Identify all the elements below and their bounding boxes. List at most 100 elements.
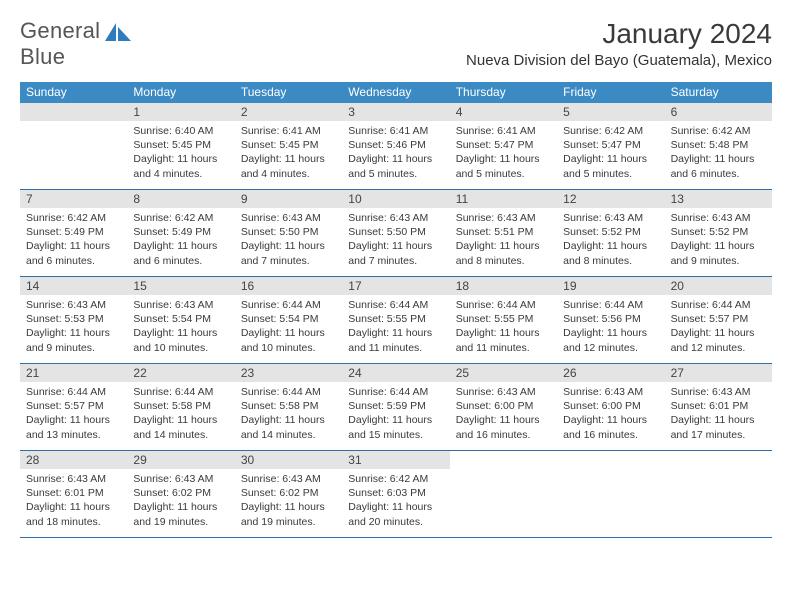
day-number: 3 xyxy=(342,103,449,121)
daylight-text: Daylight: 11 hours and 18 minutes. xyxy=(26,500,121,528)
sunset-text: Sunset: 6:01 PM xyxy=(26,486,121,500)
calendar-cell: 10Sunrise: 6:43 AMSunset: 5:50 PMDayligh… xyxy=(342,190,449,276)
day-number: 8 xyxy=(127,190,234,208)
day-details: Sunrise: 6:40 AMSunset: 5:45 PMDaylight:… xyxy=(127,121,234,185)
sunrise-text: Sunrise: 6:41 AM xyxy=(348,124,443,138)
calendar-cell: 2Sunrise: 6:41 AMSunset: 5:45 PMDaylight… xyxy=(235,103,342,189)
page-header: General Blue January 2024 Nueva Division… xyxy=(20,18,772,70)
daylight-text: Daylight: 11 hours and 10 minutes. xyxy=(241,326,336,354)
day-number: 18 xyxy=(450,277,557,295)
sunrise-text: Sunrise: 6:43 AM xyxy=(456,385,551,399)
sunrise-text: Sunrise: 6:44 AM xyxy=(241,385,336,399)
day-details: Sunrise: 6:44 AMSunset: 5:57 PMDaylight:… xyxy=(665,295,772,359)
brand-word-2: Blue xyxy=(20,44,65,69)
calendar-cell: 24Sunrise: 6:44 AMSunset: 5:59 PMDayligh… xyxy=(342,364,449,450)
calendar-cell: 21 Sunrise: 6:44 AMSunset: 5:57 PMDayligh… xyxy=(20,364,127,450)
calendar-cell: 4Sunrise: 6:41 AMSunset: 5:47 PMDaylight… xyxy=(450,103,557,189)
weekday-header: Tuesday xyxy=(235,82,342,103)
day-details: Sunrise: 6:42 AMSunset: 5:47 PMDaylight:… xyxy=(557,121,664,185)
sunset-text: Sunset: 5:52 PM xyxy=(671,225,766,239)
weekday-header: Friday xyxy=(557,82,664,103)
sunrise-text: Sunrise: 6:44 AM xyxy=(133,385,228,399)
calendar-cell: 31Sunrise: 6:42 AMSunset: 6:03 PMDayligh… xyxy=(342,451,449,537)
calendar-cell xyxy=(450,451,557,537)
calendar-cell: 13Sunrise: 6:43 AMSunset: 5:52 PMDayligh… xyxy=(665,190,772,276)
day-number: 20 xyxy=(665,277,772,295)
calendar-cell: 23Sunrise: 6:44 AMSunset: 5:58 PMDayligh… xyxy=(235,364,342,450)
daylight-text: Daylight: 11 hours and 8 minutes. xyxy=(563,239,658,267)
day-details: Sunrise: 6:43 AMSunset: 5:50 PMDaylight:… xyxy=(235,208,342,272)
day-details: Sunrise: 6:43 AMSunset: 6:02 PMDaylight:… xyxy=(235,469,342,533)
sunrise-text: Sunrise: 6:43 AM xyxy=(26,472,121,486)
day-details: Sunrise: 6:43 AMSunset: 6:02 PMDaylight:… xyxy=(127,469,234,533)
daylight-text: Daylight: 11 hours and 11 minutes. xyxy=(456,326,551,354)
day-number: 16 xyxy=(235,277,342,295)
sunrise-text: Sunrise: 6:43 AM xyxy=(456,211,551,225)
calendar-cell: 1Sunrise: 6:40 AMSunset: 5:45 PMDaylight… xyxy=(127,103,234,189)
day-number: 29 xyxy=(127,451,234,469)
sunset-text: Sunset: 5:58 PM xyxy=(133,399,228,413)
calendar-cell: 11Sunrise: 6:43 AMSunset: 5:51 PMDayligh… xyxy=(450,190,557,276)
day-number: 2 xyxy=(235,103,342,121)
weekday-header-row: SundayMondayTuesdayWednesdayThursdayFrid… xyxy=(20,82,772,103)
day-number: 17 xyxy=(342,277,449,295)
title-block: January 2024 Nueva Division del Bayo (Gu… xyxy=(466,18,772,69)
calendar-week: 7Sunrise: 6:42 AMSunset: 5:49 PMDaylight… xyxy=(20,190,772,277)
sunrise-text: Sunrise: 6:44 AM xyxy=(456,298,551,312)
daylight-text: Daylight: 11 hours and 5 minutes. xyxy=(348,152,443,180)
sunrise-text: Sunrise: 6:42 AM xyxy=(671,124,766,138)
daylight-text: Daylight: 11 hours and 17 minutes. xyxy=(671,413,766,441)
sunrise-text: Sunrise: 6:44 AM xyxy=(563,298,658,312)
calendar-cell: 14Sunrise: 6:43 AMSunset: 5:53 PMDayligh… xyxy=(20,277,127,363)
sunrise-text: Sunrise: 6:44 AM xyxy=(241,298,336,312)
sunset-text: Sunset: 5:53 PM xyxy=(26,312,121,326)
sunset-text: Sunset: 5:49 PM xyxy=(26,225,121,239)
day-number: 31 xyxy=(342,451,449,469)
day-number: 15 xyxy=(127,277,234,295)
calendar-cell: 18Sunrise: 6:44 AMSunset: 5:55 PMDayligh… xyxy=(450,277,557,363)
day-details: Sunrise: 6:41 AMSunset: 5:47 PMDaylight:… xyxy=(450,121,557,185)
brand-logo: General Blue xyxy=(20,18,133,70)
sunset-text: Sunset: 5:49 PM xyxy=(133,225,228,239)
day-details: Sunrise: 6:44 AMSunset: 5:55 PMDaylight:… xyxy=(342,295,449,359)
sunrise-text: Sunrise: 6:44 AM xyxy=(26,385,121,399)
day-details: Sunrise: 6:44 AMSunset: 5:59 PMDaylight:… xyxy=(342,382,449,446)
sunset-text: Sunset: 5:57 PM xyxy=(671,312,766,326)
weekday-header: Wednesday xyxy=(342,82,449,103)
day-details: Sunrise: 6:43 AMSunset: 6:01 PMDaylight:… xyxy=(665,382,772,446)
day-details: Sunrise: 6:44 AMSunset: 5:56 PMDaylight:… xyxy=(557,295,664,359)
sunset-text: Sunset: 5:45 PM xyxy=(241,138,336,152)
calendar-cell: 8Sunrise: 6:42 AMSunset: 5:49 PMDaylight… xyxy=(127,190,234,276)
calendar-cell: 3 Sunrise: 6:41 AMSunset: 5:46 PMDaylight… xyxy=(342,103,449,189)
calendar-cell: 25Sunrise: 6:43 AMSunset: 6:00 PMDayligh… xyxy=(450,364,557,450)
daylight-text: Daylight: 11 hours and 12 minutes. xyxy=(671,326,766,354)
sunset-text: Sunset: 5:57 PM xyxy=(26,399,121,413)
daylight-text: Daylight: 11 hours and 14 minutes. xyxy=(133,413,228,441)
day-number: 19 xyxy=(557,277,664,295)
calendar: SundayMondayTuesdayWednesdayThursdayFrid… xyxy=(20,82,772,538)
daylight-text: Daylight: 11 hours and 13 minutes. xyxy=(26,413,121,441)
sunrise-text: Sunrise: 6:43 AM xyxy=(563,385,658,399)
daylight-text: Daylight: 11 hours and 15 minutes. xyxy=(348,413,443,441)
sunset-text: Sunset: 5:56 PM xyxy=(563,312,658,326)
sunrise-text: Sunrise: 6:43 AM xyxy=(241,472,336,486)
day-number xyxy=(20,103,127,121)
daylight-text: Daylight: 11 hours and 5 minutes. xyxy=(456,152,551,180)
calendar-cell: 9Sunrise: 6:43 AMSunset: 5:50 PMDaylight… xyxy=(235,190,342,276)
sunrise-text: Sunrise: 6:41 AM xyxy=(456,124,551,138)
day-number: 21 xyxy=(20,364,127,382)
day-number: 4 xyxy=(450,103,557,121)
calendar-cell xyxy=(20,103,127,189)
calendar-cell: 6Sunrise: 6:42 AMSunset: 5:48 PMDaylight… xyxy=(665,103,772,189)
daylight-text: Daylight: 11 hours and 5 minutes. xyxy=(563,152,658,180)
sunset-text: Sunset: 5:59 PM xyxy=(348,399,443,413)
day-details: Sunrise: 6:42 AMSunset: 5:49 PMDaylight:… xyxy=(20,208,127,272)
sunset-text: Sunset: 5:46 PM xyxy=(348,138,443,152)
daylight-text: Daylight: 11 hours and 7 minutes. xyxy=(241,239,336,267)
day-number: 22 xyxy=(127,364,234,382)
day-details: Sunrise: 6:43 AMSunset: 6:01 PMDaylight:… xyxy=(20,469,127,533)
location-subtitle: Nueva Division del Bayo (Guatemala), Mex… xyxy=(466,52,772,69)
calendar-body: 1Sunrise: 6:40 AMSunset: 5:45 PMDaylight… xyxy=(20,103,772,538)
day-number: 12 xyxy=(557,190,664,208)
daylight-text: Daylight: 11 hours and 6 minutes. xyxy=(671,152,766,180)
